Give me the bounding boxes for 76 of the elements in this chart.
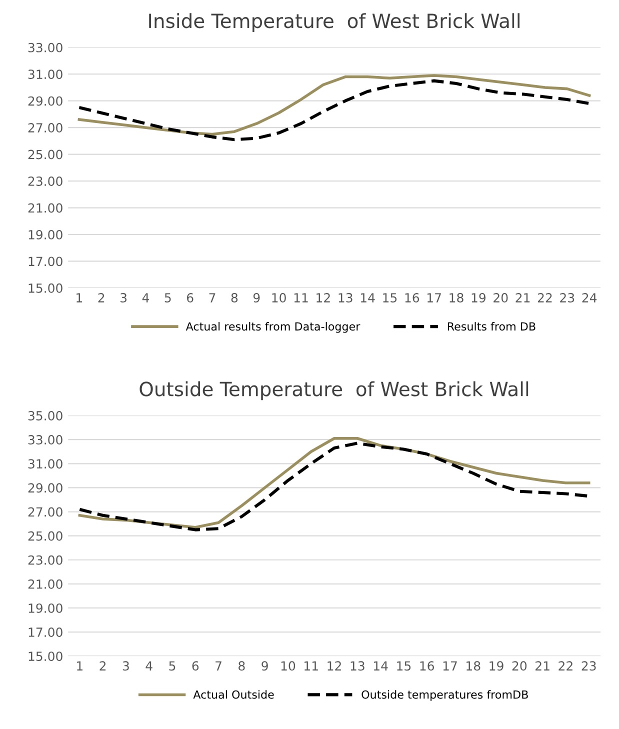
y-tick-label: 29.00 — [28, 483, 62, 493]
legend-label: Results from DB — [448, 322, 536, 331]
x-tick-label: 17 — [443, 661, 457, 670]
x-tick-label: 14 — [374, 661, 388, 670]
x-tick-label: 7 — [216, 661, 222, 670]
x-tick-label: 5 — [164, 293, 171, 302]
y-tick-label: 35.00 — [28, 411, 62, 420]
x-tick-label: 23 — [560, 293, 574, 302]
x-tick-label: 9 — [262, 661, 268, 671]
y-tick-label: 31.00 — [28, 459, 62, 469]
x-tick-label: 3 — [120, 293, 127, 302]
x-tick-label: 16 — [420, 661, 434, 671]
x-tick-label: 15 — [397, 661, 411, 671]
y-tick-label: 21.00 — [28, 579, 62, 589]
x-tick-label: 20 — [494, 293, 508, 302]
x-tick-label: 6 — [192, 661, 199, 671]
x-tick-label: 5 — [169, 661, 176, 671]
x-tick-label: 16 — [405, 293, 420, 302]
y-tick-label: 17.00 — [28, 256, 62, 266]
x-tick-label: 15 — [383, 293, 397, 302]
x-tick-label: 4 — [142, 293, 149, 302]
y-tick-label: 25.00 — [28, 150, 62, 160]
legend-label: Actual Outside — [193, 690, 274, 699]
x-tick-label: 21 — [516, 293, 530, 302]
x-tick-label: 4 — [146, 661, 152, 670]
y-tick-label: 29.00 — [28, 96, 62, 106]
y-tick-label: 19.00 — [28, 603, 62, 613]
y-tick-label: 23.00 — [28, 176, 62, 186]
y-tick-label: 25.00 — [28, 531, 62, 541]
x-tick-label: 17 — [427, 293, 441, 302]
x-tick-label: 1 — [76, 293, 82, 302]
x-tick-label: 12 — [316, 293, 330, 302]
line-series — [78, 79, 591, 142]
y-tick-label: 15.00 — [28, 652, 62, 662]
legend-label: Actual results from Data-logger — [186, 322, 360, 333]
x-tick-label: 1 — [77, 661, 82, 670]
x-tick-label: 2 — [100, 661, 106, 670]
x-tick-label: 2 — [98, 293, 104, 302]
x-tick-label: 8 — [231, 293, 238, 302]
y-tick-label: 19.00 — [28, 230, 62, 240]
y-tick-label: 27.00 — [28, 123, 62, 132]
x-tick-label: 23 — [582, 661, 596, 671]
x-tick-label: 3 — [122, 661, 129, 671]
x-tick-label: 22 — [538, 293, 552, 302]
y-tick-label: 17.00 — [28, 628, 62, 637]
x-tick-label: 11 — [304, 661, 318, 670]
x-tick-label: 13 — [338, 293, 352, 302]
x-tick-label: 11 — [294, 293, 308, 302]
y-tick-label: 23.00 — [28, 555, 62, 565]
x-tick-label: 18 — [466, 661, 480, 671]
x-tick-label: 6 — [186, 293, 194, 302]
y-tick-label: 33.00 — [28, 42, 62, 52]
x-tick-label: 13 — [350, 661, 364, 671]
x-tick-label: 24 — [582, 293, 597, 302]
y-tick-label: 21.00 — [28, 203, 62, 213]
x-tick-label: 10 — [272, 293, 286, 302]
x-tick-label: 14 — [360, 293, 375, 302]
x-tick-label: 21 — [536, 661, 550, 670]
y-tick-label: 33.00 — [28, 435, 62, 445]
x-tick-label: 19 — [490, 661, 504, 671]
y-tick-label: 31.00 — [28, 70, 62, 80]
chart-title: Inside Temperature of West Brick Wall — [149, 13, 520, 32]
x-tick-label: 7 — [209, 293, 216, 302]
x-tick-label: 12 — [328, 661, 341, 670]
y-tick-label: 27.00 — [28, 507, 62, 517]
x-tick-label: 18 — [450, 293, 464, 302]
x-tick-label: 19 — [472, 293, 486, 302]
line-series — [78, 74, 591, 136]
x-tick-label: 8 — [238, 661, 245, 671]
legend-label: Outside temperatures fromDB — [362, 690, 528, 701]
y-tick-label: 15.00 — [28, 283, 62, 293]
x-tick-label: 9 — [253, 293, 260, 302]
chart-title: Outside Temperature of West Brick Wall — [140, 381, 528, 400]
x-tick-label: 20 — [512, 661, 527, 671]
x-tick-label: 22 — [558, 661, 572, 670]
x-tick-label: 10 — [281, 661, 296, 671]
